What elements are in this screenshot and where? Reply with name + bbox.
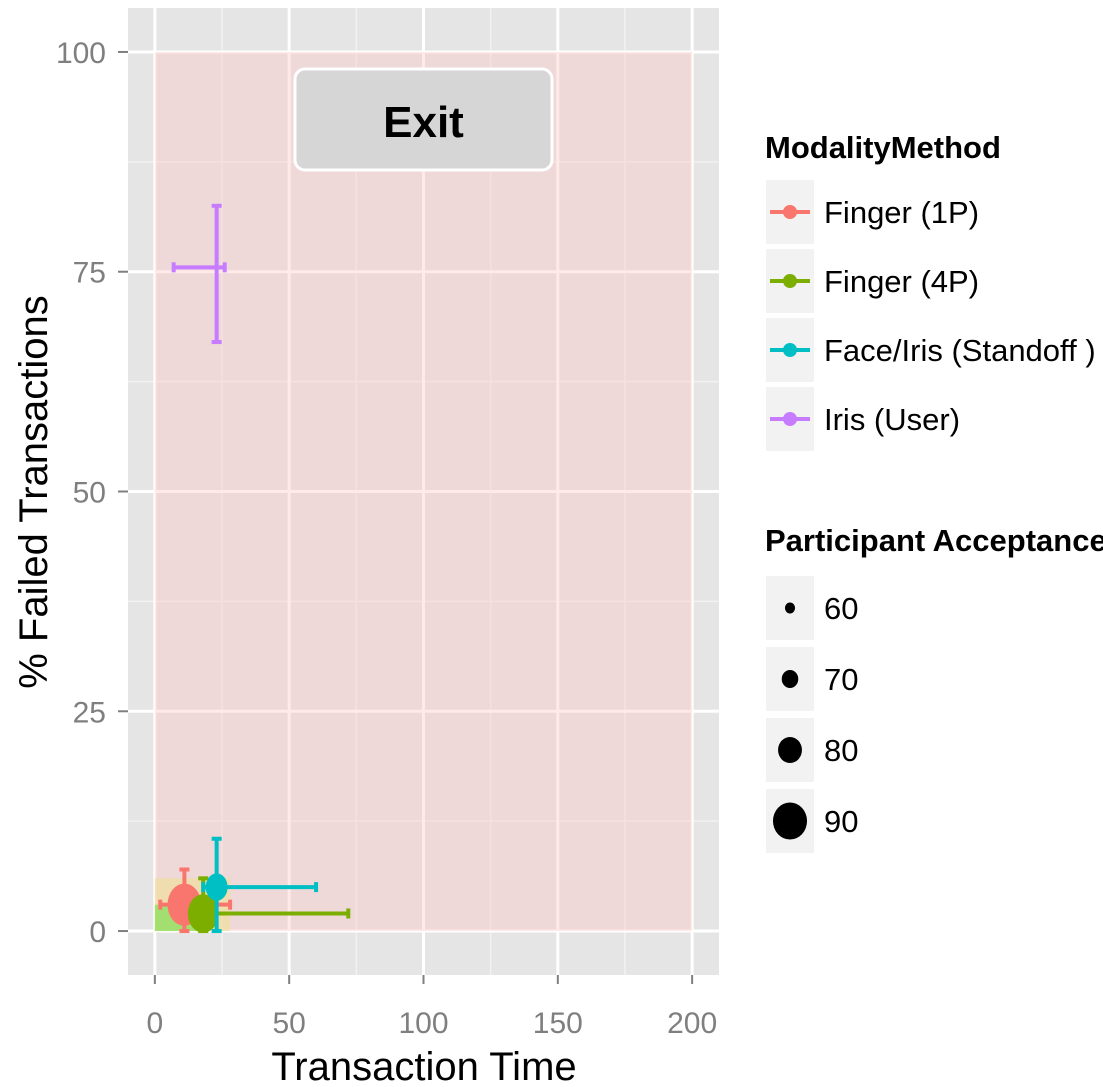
size-legend-key-point [772,802,808,840]
color-legend-title: ModalityMethod [765,130,1001,165]
size-legend-label: 80 [824,733,858,768]
exit-button[interactable]: Exit [293,67,554,172]
y-tick-label: 50 [73,477,106,510]
shaded-region [154,51,693,932]
size-legend-title: Participant Acceptance [765,523,1103,558]
color-legend-label: Finger (1P) [824,195,979,230]
color-legend-key-point [783,343,797,357]
x-tick-label: 150 [533,1007,583,1040]
color-legend-key-point [783,205,797,219]
y-axis-title: % Failed Transactions [12,295,56,689]
y-tick-label: 75 [73,257,106,290]
x-tick-label: 100 [398,1007,448,1040]
series-iris-user [171,203,227,345]
y-tick-label: 0 [89,916,106,949]
data-point-face-iris-standoff [205,873,228,901]
color-legend-label: Iris (User) [824,402,960,437]
x-tick-label: 200 [667,1007,717,1040]
color-legend-label: Finger (4P) [824,264,979,299]
x-tick-label: 0 [147,1007,164,1040]
legend: ModalityMethod Finger (1P) Finger (4P) Face… [765,130,1103,853]
size-legend-key-point [784,602,796,614]
size-legend-label: 60 [824,591,858,626]
color-legend-key-point [783,274,797,288]
x-tick-label: 50 [272,1007,305,1040]
series-finger-4p [187,876,351,934]
color-legend-key-point [783,412,797,426]
color-legend-label: Face/Iris (Standoff ) [824,333,1096,368]
size-legend-label: 70 [824,662,858,697]
x-axis-title: Transaction Time [271,1045,576,1087]
y-tick-label: 100 [56,37,106,70]
size-legend-key-point [781,670,799,688]
axis-ticks: 0 50 100 150 200 0 25 50 75 100 [56,37,717,1040]
exit-button-box[interactable] [293,67,554,172]
size-legend-key-point [778,737,802,763]
y-tick-label: 25 [73,696,106,729]
exit-button-label[interactable]: Exit [383,98,464,147]
size-legend-label: 90 [824,804,858,839]
series-face-iris-standoff [201,836,319,934]
data-point-finger-4p [187,894,219,933]
